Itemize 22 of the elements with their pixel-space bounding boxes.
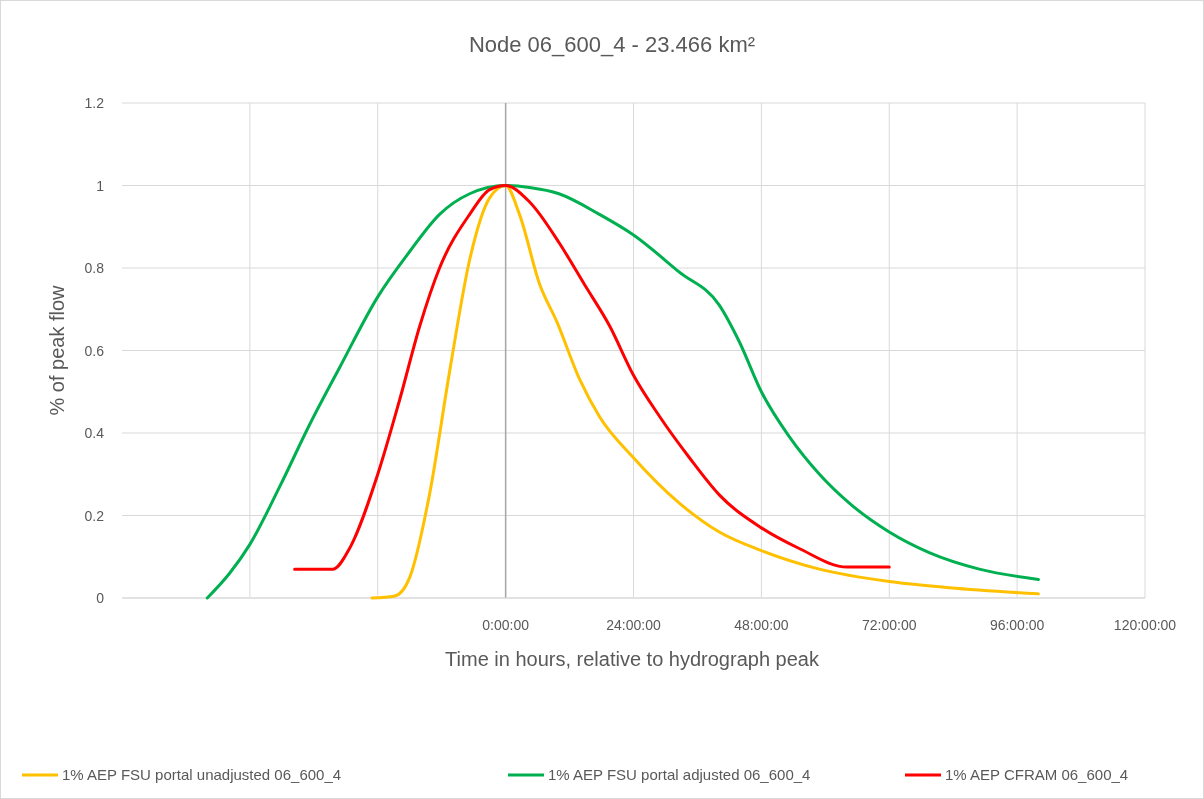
y-axis-title: % of peak flow: [46, 284, 68, 416]
x-tick-label: 72:00:00: [862, 617, 917, 633]
x-tick-label: 48:00:00: [734, 617, 789, 633]
y-tick-label: 0.2: [84, 507, 105, 524]
x-axis-title: Time in hours, relative to hydrograph peak: [445, 648, 820, 670]
chart-title: Node 06_600_4 - 23.466 km²: [468, 32, 756, 57]
y-tick-label: 0: [96, 590, 105, 606]
x-tick-label: 120:00:00: [1113, 617, 1177, 633]
x-tick-label: 24:00:00: [606, 617, 661, 633]
legend-label: 1% AEP FSU portal adjusted 06_600_4: [548, 766, 811, 783]
x-tick-label: 0:00:00: [482, 617, 530, 633]
line-series: [293, 184, 891, 571]
line-series: [370, 184, 1040, 600]
legend-label: 1% AEP CFRAM 06_600_4: [945, 766, 1129, 783]
x-tick-label: 96:00:00: [989, 617, 1045, 633]
y-tick-label: 1: [96, 177, 105, 194]
y-tick-label: 0.4: [84, 425, 105, 441]
y-tick-label: 1.2: [84, 95, 105, 111]
legend-label: 1% AEP FSU portal unadjusted 06_600_4: [62, 766, 342, 783]
y-tick-label: 0.6: [84, 342, 105, 359]
y-tick-label: 0.8: [84, 260, 105, 276]
line-series: [205, 184, 1040, 600]
